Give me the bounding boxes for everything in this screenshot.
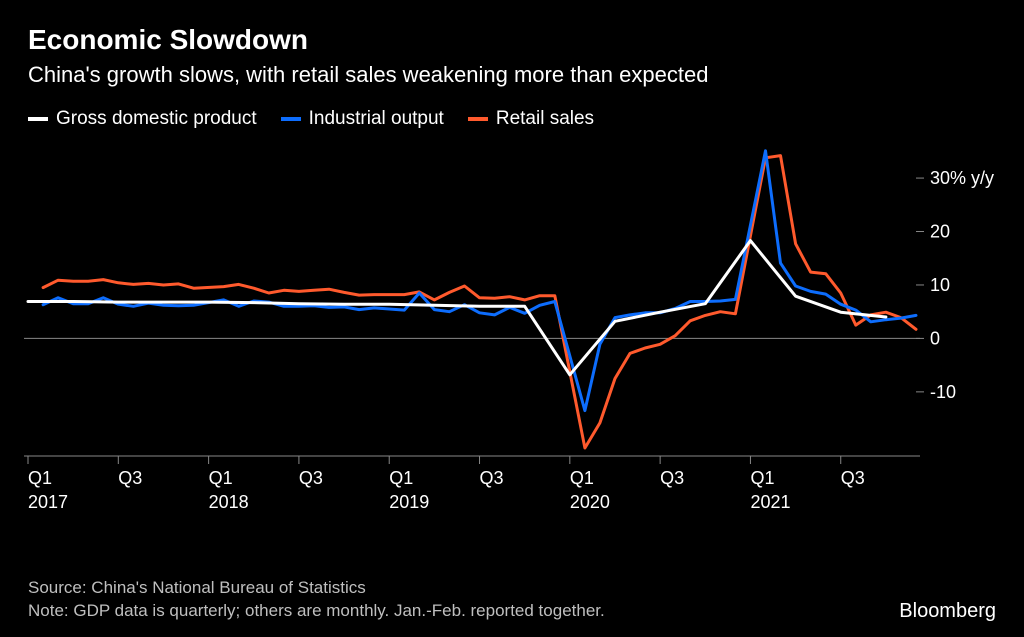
x-axis-label: Q3	[118, 468, 142, 488]
source-line: Source: China's National Bureau of Stati…	[28, 577, 605, 600]
x-axis-label: Q1	[570, 468, 594, 488]
legend-item: Gross domestic product	[28, 108, 257, 130]
footer-notes: Source: China's National Bureau of Stati…	[28, 577, 605, 623]
y-axis-label: 0	[930, 328, 940, 348]
legend-swatch	[281, 117, 301, 121]
chart-footer: Source: China's National Bureau of Stati…	[0, 569, 1024, 637]
x-axis-label: Q1	[28, 468, 52, 488]
y-axis-label: 10	[930, 275, 950, 295]
chart-header: Economic Slowdown China's growth slows, …	[0, 24, 1024, 100]
chart-title: Economic Slowdown	[28, 24, 996, 56]
x-axis-year: 2018	[209, 492, 249, 512]
chart-plot-area: 30% y/y 20 10 0 -10 Q1 2017 Q3 Q1 2018 Q3 Q1 2019 Q3 Q…	[14, 140, 1010, 569]
x-axis-label: Q3	[841, 468, 865, 488]
legend-label: Industrial output	[309, 108, 444, 130]
note-line: Note: GDP data is quarterly; others are …	[28, 600, 605, 623]
y-axis-label: 20	[930, 222, 950, 242]
chart-container: Economic Slowdown China's growth slows, …	[0, 0, 1024, 637]
x-axis-label: Q3	[660, 468, 684, 488]
legend-swatch	[468, 117, 488, 121]
legend-item: Retail sales	[468, 108, 594, 130]
y-axis-label: 30% y/y	[930, 168, 994, 188]
chart-legend: Gross domestic product Industrial output R…	[0, 100, 1024, 140]
x-axis-label: Q3	[480, 468, 504, 488]
legend-label: Retail sales	[496, 108, 594, 130]
x-axis-year: 2021	[750, 492, 790, 512]
y-axis-label: -10	[930, 382, 956, 402]
chart-svg: 30% y/y 20 10 0 -10 Q1 2017 Q3 Q1 2018 Q3 Q1 2019 Q3 Q…	[14, 140, 1010, 520]
x-axis-year: 2020	[570, 492, 610, 512]
legend-item: Industrial output	[281, 108, 444, 130]
x-axis-label: Q1	[750, 468, 774, 488]
legend-label: Gross domestic product	[56, 108, 257, 130]
x-axis-label: Q1	[389, 468, 413, 488]
brand-label: Bloomberg	[899, 600, 996, 623]
x-axis-label: Q1	[209, 468, 233, 488]
x-axis-year: 2017	[28, 492, 68, 512]
x-axis-label: Q3	[299, 468, 323, 488]
legend-swatch	[28, 117, 48, 121]
chart-subtitle: China's growth slows, with retail sales …	[28, 62, 996, 88]
x-axis-year: 2019	[389, 492, 429, 512]
